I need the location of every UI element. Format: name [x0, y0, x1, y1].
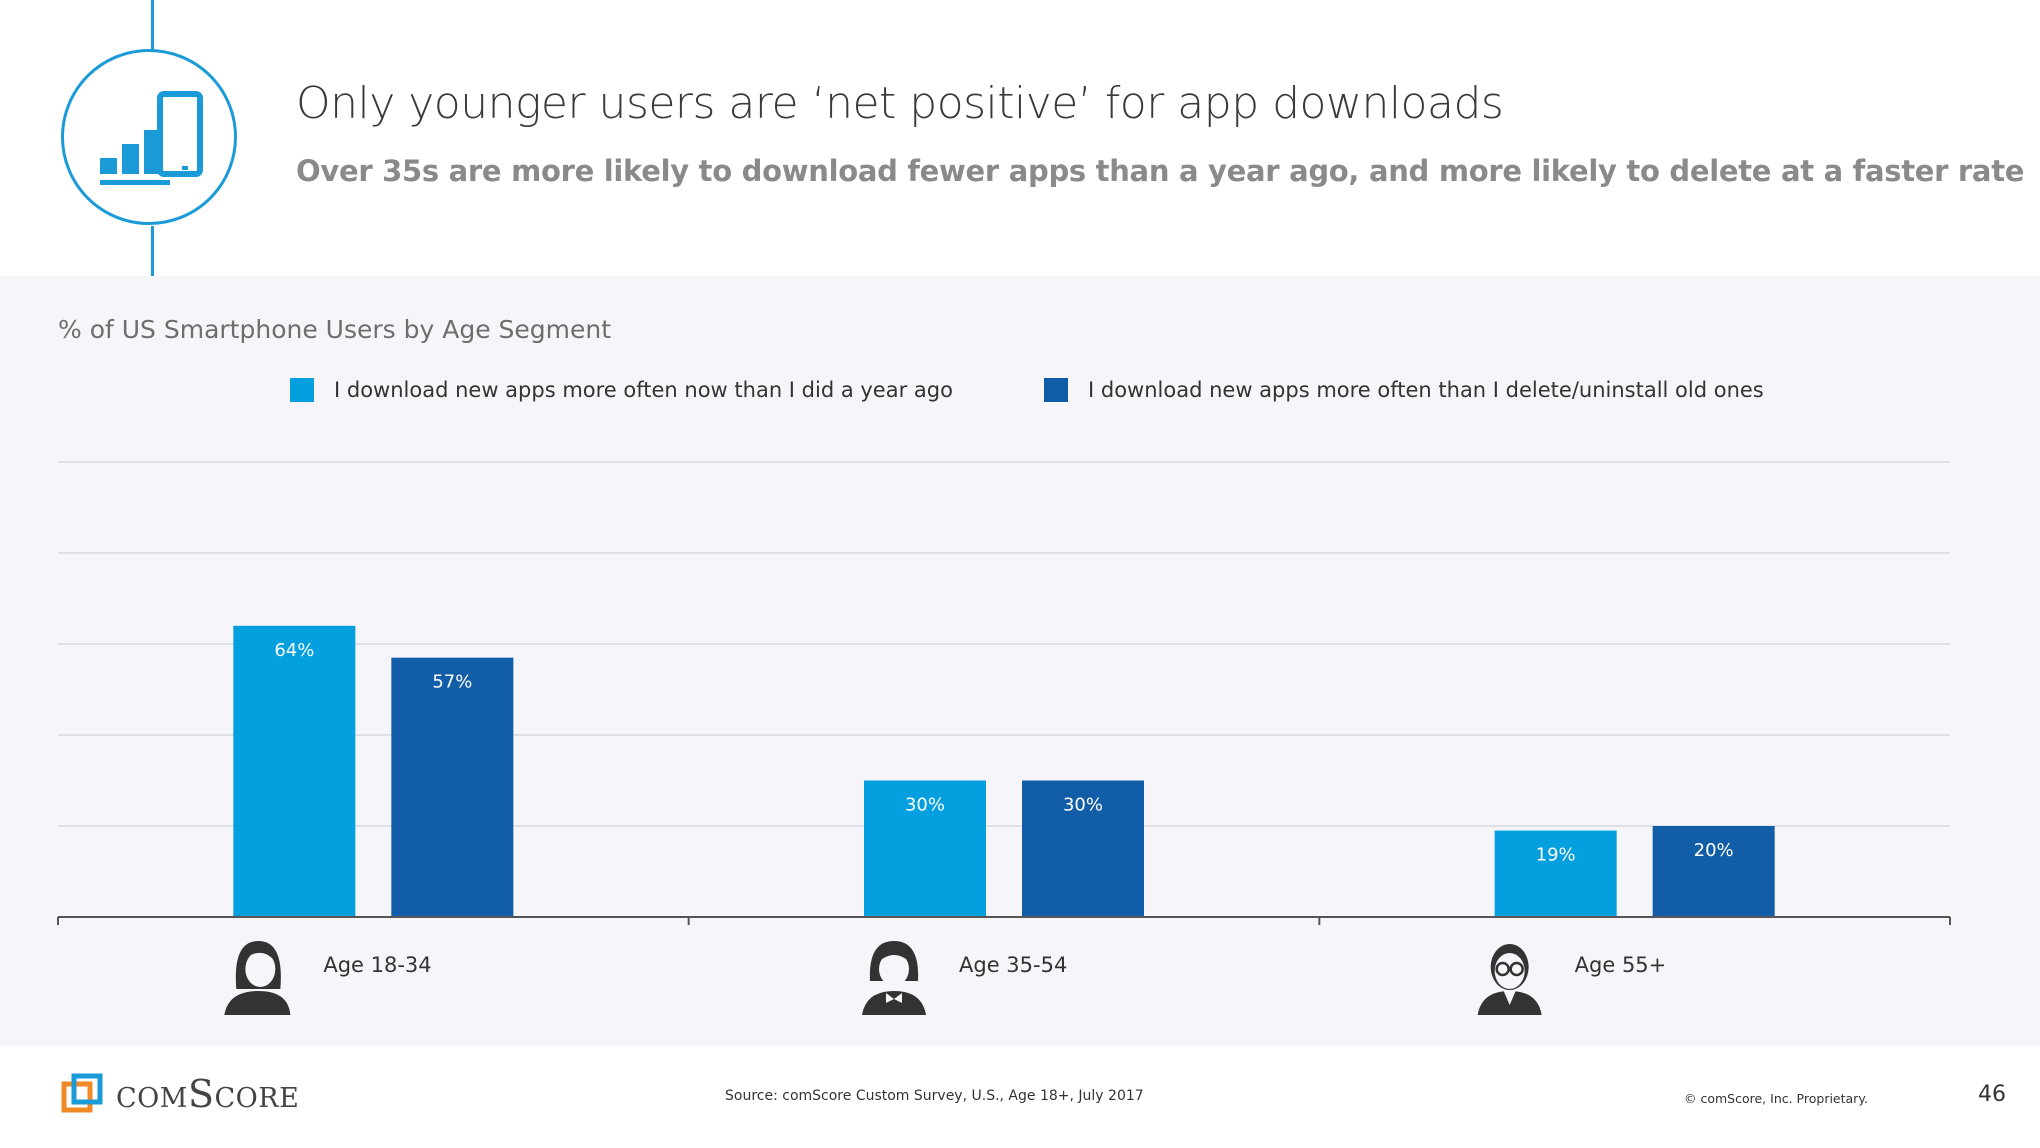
legend-swatch-series-1 [290, 378, 314, 402]
data-label: 57% [432, 672, 472, 693]
legend-item-series-1: I download new apps more often now than … [290, 378, 953, 402]
slide-header [0, 0, 2040, 276]
page-subtitle: Over 35s are more likely to download few… [296, 154, 2025, 188]
bar-series-1-2 [864, 780, 986, 917]
page-title: Only younger users are ‘net positive’ fo… [296, 78, 1504, 129]
bar-chart: 64% 57% 30% 30% 19% 20% Age 18-34 Age 35-54 Age… [57, 461, 1951, 1015]
header-connector-top [151, 0, 154, 50]
bar-series-2-1 [391, 657, 514, 917]
legend-item-series-2: I download new apps more often than I de… [1044, 378, 1764, 402]
bar-series-1-3 [1494, 830, 1617, 917]
bar-series-1-1 [233, 625, 356, 917]
data-label: 20% [1694, 840, 1734, 861]
data-label: 30% [905, 795, 945, 816]
legend-label-series-2: I download new apps more often than I de… [1088, 378, 1764, 402]
data-label: 19% [1536, 845, 1576, 866]
category-label-3: Age 55+ [1575, 953, 1667, 977]
legend-label-series-1: I download new apps more often now than … [334, 378, 953, 402]
middle-aged-woman-icon [862, 941, 926, 1015]
comscore-logo-icon [61, 1073, 103, 1113]
chart-title: % of US Smartphone Users by Age Segment [58, 315, 612, 344]
comscore-logo: comScore [60, 1072, 299, 1116]
data-label: 30% [1063, 795, 1103, 816]
source-note: Source: comScore Custom Survey, U.S., Ag… [725, 1088, 1144, 1104]
older-man-glasses-icon [1477, 944, 1542, 1015]
category-label-2: Age 35-54 [959, 953, 1067, 977]
data-label: 64% [274, 640, 314, 661]
bar-series-2-2 [1022, 780, 1144, 917]
young-woman-icon [224, 941, 291, 1015]
mobile-app-chart-icon [61, 49, 237, 225]
page-number: 46 [1978, 1082, 2006, 1107]
legend-swatch-series-2 [1044, 378, 1068, 402]
header-connector-bottom [151, 226, 154, 276]
category-label-1: Age 18-34 [323, 953, 431, 977]
copyright-note: © comScore, Inc. Proprietary. [1684, 1091, 1868, 1106]
bar-series-2-3 [1652, 826, 1775, 917]
comscore-logo-text: comScore [116, 1072, 300, 1116]
